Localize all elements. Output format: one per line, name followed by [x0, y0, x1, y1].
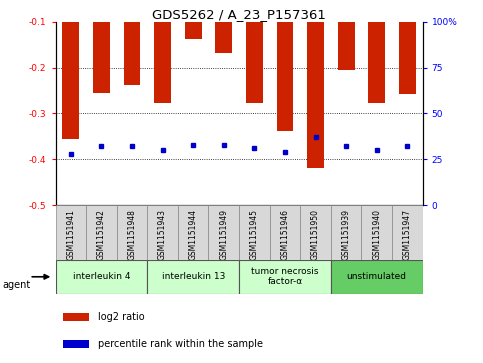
Title: GDS5262 / A_23_P157361: GDS5262 / A_23_P157361 — [152, 8, 326, 21]
Text: GSM1151949: GSM1151949 — [219, 209, 228, 260]
Text: percentile rank within the sample: percentile rank within the sample — [98, 339, 263, 349]
Bar — [178, 205, 209, 260]
Bar — [209, 205, 239, 260]
Bar — [86, 205, 117, 260]
Bar — [63, 313, 88, 321]
Bar — [239, 260, 331, 294]
Text: GSM1151950: GSM1151950 — [311, 209, 320, 260]
Text: log2 ratio: log2 ratio — [98, 312, 144, 322]
Bar — [117, 205, 147, 260]
Text: GSM1151939: GSM1151939 — [341, 209, 351, 260]
Text: GSM1151947: GSM1151947 — [403, 209, 412, 260]
Bar — [93, 22, 110, 93]
Bar — [147, 260, 239, 294]
Bar — [338, 22, 355, 70]
Bar — [307, 22, 324, 167]
Bar — [331, 205, 361, 260]
Bar — [270, 205, 300, 260]
Bar — [277, 22, 293, 131]
Bar — [154, 22, 171, 103]
Text: GSM1151942: GSM1151942 — [97, 209, 106, 260]
Text: GSM1151946: GSM1151946 — [281, 209, 289, 260]
Bar — [56, 260, 147, 294]
Bar — [63, 340, 88, 348]
Bar — [124, 22, 141, 85]
Text: GSM1151944: GSM1151944 — [189, 209, 198, 260]
Text: GSM1151943: GSM1151943 — [158, 209, 167, 260]
Text: GSM1151940: GSM1151940 — [372, 209, 381, 260]
Text: GSM1151948: GSM1151948 — [128, 209, 137, 260]
Bar — [215, 22, 232, 53]
Bar — [331, 260, 423, 294]
Text: GSM1151941: GSM1151941 — [66, 209, 75, 260]
Text: interleukin 13: interleukin 13 — [161, 272, 225, 281]
Text: tumor necrosis
factor-α: tumor necrosis factor-α — [251, 267, 319, 286]
Bar — [361, 205, 392, 260]
Text: interleukin 4: interleukin 4 — [72, 272, 130, 281]
Bar — [56, 205, 86, 260]
Bar — [392, 205, 423, 260]
Bar — [62, 22, 79, 139]
Bar — [185, 22, 201, 39]
Text: unstimulated: unstimulated — [347, 272, 407, 281]
Text: GSM1151945: GSM1151945 — [250, 209, 259, 260]
Bar — [300, 205, 331, 260]
Bar — [246, 22, 263, 103]
Bar — [239, 205, 270, 260]
Bar — [399, 22, 416, 94]
Bar — [369, 22, 385, 103]
Bar — [147, 205, 178, 260]
Text: agent: agent — [2, 280, 30, 290]
